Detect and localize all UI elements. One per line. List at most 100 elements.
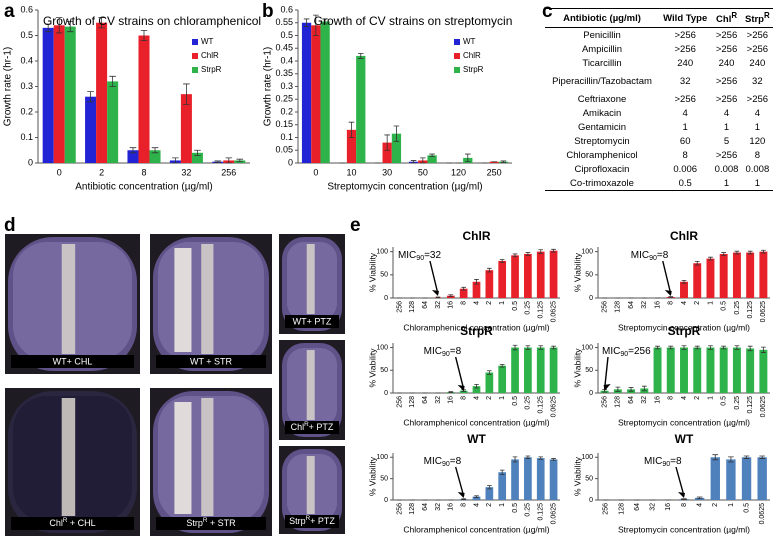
x-tick-label: 32 <box>435 396 442 404</box>
photo-label: ChlR + CHL <box>49 517 95 528</box>
bar <box>459 288 468 298</box>
bar <box>759 349 768 393</box>
header-part: Strp <box>744 14 764 26</box>
x-tick-label: 0 <box>313 167 318 177</box>
x-tick-label: 50 <box>418 167 428 177</box>
x-axis-label: Streptomycin concentration (µg/ml) <box>618 417 750 427</box>
legend-label: ChlR <box>201 51 219 60</box>
x-tick-label: 120 <box>451 167 466 177</box>
annotation-arrowhead <box>603 384 611 391</box>
y-axis-label: Growth rate (hr-1) <box>263 47 274 126</box>
error-bar <box>357 52 364 59</box>
bar <box>680 281 688 298</box>
error-bar <box>551 248 556 253</box>
x-tick-label: 8 <box>460 503 467 507</box>
text-part: 90 <box>442 461 450 468</box>
bar <box>511 347 519 393</box>
x-tick-label: 10 <box>346 167 356 177</box>
x-tick-label: 32 <box>435 503 442 511</box>
error-bar <box>448 391 454 393</box>
x-tick-label: 4 <box>473 301 480 305</box>
x-tick-label: 8 <box>460 396 467 400</box>
photo-label-bg <box>156 355 266 368</box>
bar <box>719 347 728 393</box>
error-bar <box>194 149 201 156</box>
legend-label: WT <box>463 37 476 46</box>
text-part: 90 <box>442 351 450 358</box>
bar <box>746 252 755 298</box>
text-part: + PTZ <box>309 422 334 432</box>
text-part: 90 <box>416 255 424 262</box>
x-tick-label: 16 <box>665 503 672 511</box>
legend-label: WT <box>201 37 214 46</box>
x-tick-label: 256 <box>396 396 403 408</box>
x-tick-label: 0 <box>57 167 62 177</box>
error-bar <box>151 147 159 154</box>
table-cell: 4 <box>723 107 730 119</box>
annotation-arrow <box>429 260 439 295</box>
error-bar <box>499 259 505 263</box>
x-tick-label: 2 <box>486 301 493 305</box>
error-bar <box>728 456 734 463</box>
test-strip <box>174 402 192 514</box>
y-tick-label: 100 <box>376 454 388 461</box>
x-tick-label: 16 <box>448 396 455 404</box>
error-bar <box>499 363 505 368</box>
annotation-arrowhead <box>457 492 465 498</box>
table-row: Ciprofloxacin 0.006 0.008 0.008 <box>545 162 773 176</box>
y-tick-label: 0.55 <box>275 17 293 27</box>
bar <box>191 152 203 163</box>
x-tick-label: 0.125 <box>538 396 545 414</box>
bar <box>53 25 65 163</box>
bar <box>320 21 330 163</box>
table-cell: >256 <box>715 43 738 55</box>
x-tick-label: 32 <box>181 167 191 177</box>
text-part: =32 <box>424 250 441 261</box>
y-tick-label: 50 <box>585 475 593 482</box>
table-cell: >256 <box>674 29 696 41</box>
x-tick-label: 30 <box>382 167 392 177</box>
y-axis-label: % Viability <box>572 456 582 496</box>
error-bar <box>109 75 116 87</box>
text-part: MIC <box>398 250 416 261</box>
mic-annotation: MIC90=256 <box>602 346 651 359</box>
y-axis-label: Growth rate (hr-1) <box>3 47 14 126</box>
text-part: =256 <box>628 346 651 357</box>
error-bar <box>448 294 454 298</box>
x-tick-label: 2 <box>712 503 719 507</box>
error-bar <box>681 498 687 500</box>
text-part: R <box>304 421 309 428</box>
x-tick-label: 16 <box>654 301 661 309</box>
bar <box>346 129 357 163</box>
legend-swatch <box>192 67 198 73</box>
bar <box>107 81 119 163</box>
error-bar <box>525 455 531 459</box>
chart-title: ChlR <box>670 229 698 243</box>
photo-label: WT+ CHL <box>53 356 93 366</box>
table-cell: 0.008 <box>714 163 739 175</box>
y-tick-label: 0 <box>384 390 388 397</box>
column-header: ChlR <box>711 8 742 29</box>
text-part: MIC <box>424 456 442 467</box>
table-cell: 5 <box>723 135 730 147</box>
error-bar <box>55 17 63 34</box>
text-part: R <box>63 517 68 524</box>
text-part: + PTZ <box>310 516 335 526</box>
text-part: MIC <box>631 250 649 261</box>
y-tick-label: 0.5 <box>280 30 293 40</box>
x-tick-label: 128 <box>615 396 622 408</box>
bar <box>757 457 767 500</box>
x-tick-label: 64 <box>634 503 641 511</box>
y-tick-label: 0.15 <box>275 119 293 129</box>
error-bar <box>98 17 105 29</box>
error-bar <box>435 296 441 299</box>
bar <box>64 26 76 164</box>
y-axis-label: % Viability <box>367 252 377 292</box>
bar <box>710 457 720 500</box>
table-row: Amikacin 4 4 4 <box>545 106 773 120</box>
table-cell: Amikacin <box>582 107 622 119</box>
test-strip <box>306 244 315 314</box>
y-tick-label: 0.6 <box>20 4 33 14</box>
text-part: Chl <box>49 518 63 528</box>
